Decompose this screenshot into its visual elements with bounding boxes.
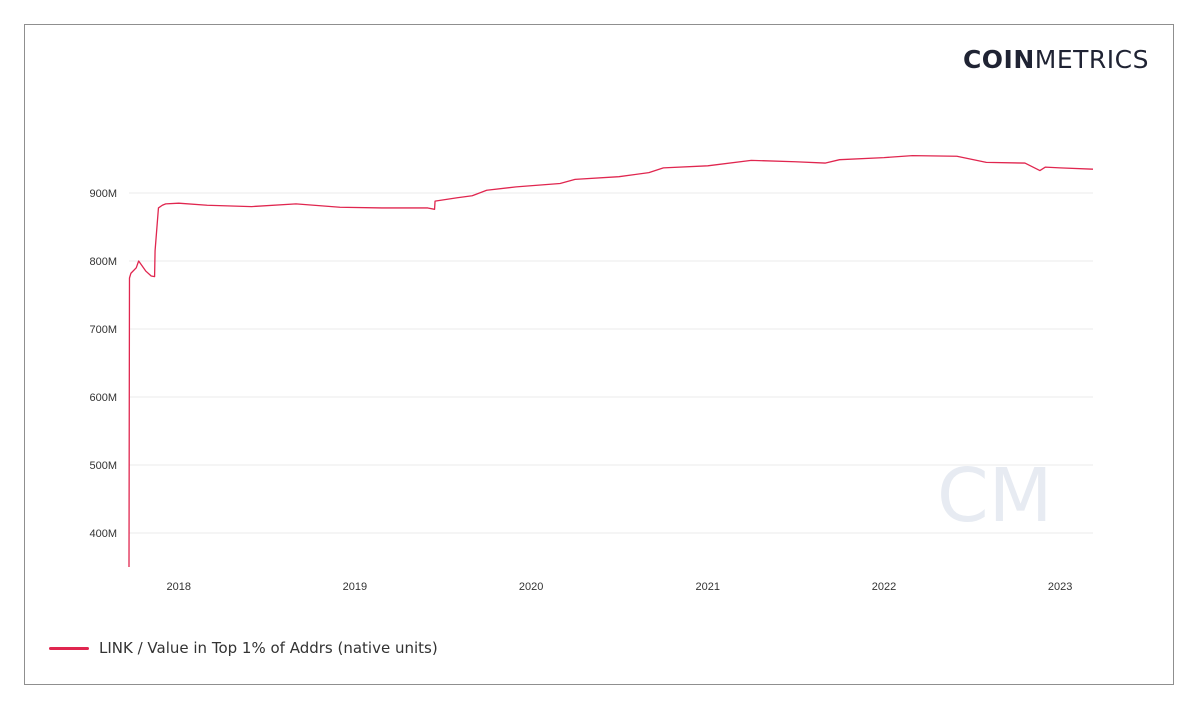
x-tick-label: 2019 <box>343 581 367 593</box>
legend-swatch <box>49 646 89 650</box>
x-tick-label: 2023 <box>1048 581 1072 593</box>
y-tick-label: 700M <box>89 324 117 336</box>
x-tick-label: 2020 <box>519 581 543 593</box>
coinmetrics-logo: COINMETRICS <box>963 45 1149 74</box>
y-tick-label: 900M <box>89 188 117 200</box>
series-layer <box>128 154 1094 568</box>
x-tick-label: 2021 <box>696 581 720 593</box>
legend[interactable]: LINK / Value in Top 1% of Addrs (native … <box>49 639 438 657</box>
watermark-text: CM <box>937 457 1053 527</box>
y-tick-label: 400M <box>89 528 117 540</box>
logo-bold-text: COIN <box>962 45 1035 74</box>
grid-lines <box>129 192 1093 534</box>
series-line[interactable] <box>128 154 1094 568</box>
y-tick-label: 500M <box>89 460 117 472</box>
y-tick-label: 800M <box>89 256 117 268</box>
logo-light-text: METRICS <box>1034 45 1149 74</box>
cm-watermark-icon: CM <box>937 457 1053 527</box>
x-tick-label: 2022 <box>872 581 896 593</box>
chart-frame: COINMETRICS CM 400M 500M 600M 700M 800M 900M … <box>24 24 1174 685</box>
y-tick-label: 600M <box>89 392 117 404</box>
x-axis-tick-labels: 2018 2019 2020 2021 2022 2023 <box>166 581 1072 593</box>
x-tick-label: 2018 <box>166 581 190 593</box>
y-axis-tick-labels: 400M 500M 600M 700M 800M 900M <box>89 188 117 540</box>
legend-label: LINK / Value in Top 1% of Addrs (native … <box>99 639 438 657</box>
line-chart: 400M 500M 600M 700M 800M 900M 2018 2019 2020 202… <box>89 154 1094 593</box>
